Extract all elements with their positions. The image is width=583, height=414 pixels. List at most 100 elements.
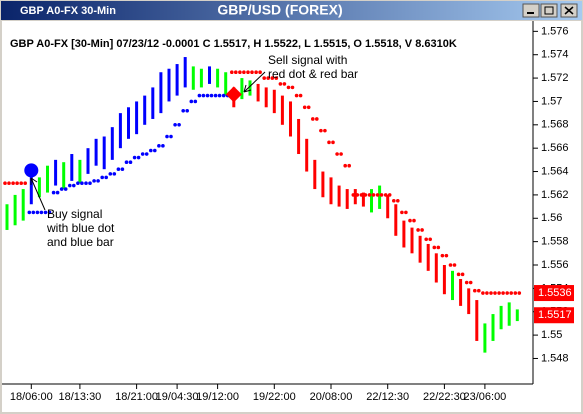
stop-dot [7,181,11,186]
stop-dot [306,105,311,110]
buy-arrow [30,177,46,211]
stop-dot [47,210,52,215]
stop-dot [173,123,177,127]
stop-dot [238,70,242,75]
stop-dot [396,198,400,203]
stop-dot [489,291,493,295]
stop-dot [68,183,72,188]
stop-dot [460,272,465,277]
stop-dot [278,82,283,86]
stop-dot [157,144,161,148]
stop-dot [217,93,222,98]
stop-dot [290,85,295,90]
stop-dot [169,134,173,139]
stop-dot [144,152,149,156]
stop-dot [242,70,246,75]
stop-dot [379,193,384,197]
x-tick-label: 22/12:30 [366,391,409,403]
stop-dot [221,93,226,98]
x-tick-label: 18/21:00 [115,391,158,403]
stop-dot [327,140,331,145]
stop-dot [23,181,28,186]
stop-dot [363,193,368,197]
stop-dot [383,193,388,197]
stop-dot [351,193,356,197]
stop-dot [424,237,429,242]
sell-signal [225,86,242,103]
stop-dot [201,93,206,98]
annotation: red dot & red bar [268,67,358,81]
stop-dot [153,148,157,153]
stop-dot [262,76,267,80]
stop-dot [27,210,32,215]
y-tick-label: 1.57 [541,95,562,107]
stop-dot [181,108,185,113]
minimize[interactable] [522,3,540,18]
x-tick-label: 18/13:30 [58,391,101,403]
stop-dot [88,181,92,186]
stop-dot [39,210,44,215]
window-title: GBP A0-FX 30-Min [20,5,116,17]
stop-dot [286,85,291,90]
y-tick-label: 1.566 [541,142,569,154]
stop-dot [408,218,412,223]
stop-dot [339,152,343,156]
stop-dot [205,93,210,98]
stop-dot [189,99,194,104]
stop-dot [258,70,262,75]
x-tick-label: 18/06:00 [10,391,53,403]
stop-dot [80,181,84,186]
stop-dot [294,93,299,98]
stop-dot [400,210,404,215]
stop-dot [43,210,48,215]
sell-arrow [243,71,266,93]
price-marker-label: 1.5517 [538,309,572,321]
stop-dot [477,288,481,293]
title-bar [1,1,582,20]
stop-dot [31,210,36,215]
stop-dot [428,237,433,242]
stop-dot [432,245,437,250]
stop-dot [55,190,60,195]
stop-dot [440,253,445,258]
stop-dot [481,291,485,295]
stop-dot [464,280,469,285]
stop-dot [120,167,125,172]
maximize[interactable] [540,3,558,18]
stop-dot [311,117,315,121]
stop-dot [404,210,408,215]
stop-dot [3,181,7,186]
stop-dot [323,128,327,133]
y-tick-label: 1.558 [541,236,569,248]
stop-dot [132,155,137,160]
stop-dot [92,179,96,183]
y-tick-label: 1.556 [541,259,569,271]
stop-dot [250,70,254,75]
stop-dot [35,210,40,215]
stop-dot [84,181,88,186]
y-tick-label: 1.568 [541,119,569,131]
stop-dot [335,152,339,156]
window-buttons[interactable] [522,3,578,18]
stop-dot [298,93,303,98]
stop-dot [128,160,133,164]
stop-dot [254,70,258,75]
y-tick-label: 1.56 [541,212,562,224]
stop-dot [359,193,364,197]
y-tick-label: 1.55 [541,329,562,341]
buy-signal [24,163,39,178]
stop-dot [165,134,169,139]
stop-dot [234,70,238,75]
stop-dot [444,253,449,258]
y-tick-label: 1.564 [541,165,569,177]
y-tick-label: 1.562 [541,189,569,201]
price-marker-label: 1.5536 [538,287,572,299]
stop-dot [448,263,453,267]
stop-dot [416,228,420,232]
stop-dot [246,70,250,75]
stop-dot [473,288,477,293]
stop-dot [108,172,113,176]
stop-dot [509,291,513,295]
annotation: and blue bar [47,235,114,249]
